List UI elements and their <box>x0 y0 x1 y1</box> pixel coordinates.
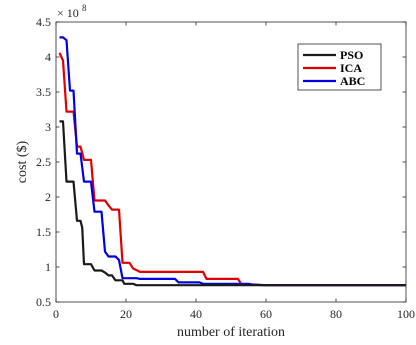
y-tick-label: 1.5 <box>36 225 51 239</box>
legend-label-ica: ICA <box>340 61 362 75</box>
x-tick-label: 20 <box>120 307 132 321</box>
series-layer <box>58 36 406 287</box>
y-tick-label: 0.5 <box>36 295 51 309</box>
x-tick-label: 40 <box>190 307 202 321</box>
y-tick-label: 4.5 <box>36 15 51 29</box>
legend-label-abc: ABC <box>340 74 365 88</box>
y-axis: 0.5 1 1.5 2 2.5 3 3.5 4 4.5 <box>36 15 406 309</box>
series-line-pso <box>59 120 406 287</box>
legend-label-pso: PSO <box>340 48 363 62</box>
y-axis-label: cost ($) <box>15 140 30 183</box>
y-tick-label: 3.5 <box>36 85 51 99</box>
y-tick-label: 3 <box>45 120 51 134</box>
x-tick-label: 80 <box>330 307 342 321</box>
y-axis-multiplier-exponent: 8 <box>82 3 87 13</box>
y-tick-label: 2 <box>45 190 51 204</box>
x-tick-label: 60 <box>260 307 272 321</box>
y-axis-multiplier: × 10 <box>57 6 79 20</box>
y-tick-label: 4 <box>45 50 51 64</box>
y-tick-label: 2.5 <box>36 155 51 169</box>
x-tick-label: 100 <box>397 307 415 321</box>
y-tick-label: 1 <box>45 260 51 274</box>
x-axis-label: number of iteration <box>177 325 285 340</box>
x-tick-label: 0 <box>53 307 59 321</box>
x-axis: 0 20 40 60 80 100 <box>53 22 415 321</box>
series-line-abc <box>59 36 406 287</box>
